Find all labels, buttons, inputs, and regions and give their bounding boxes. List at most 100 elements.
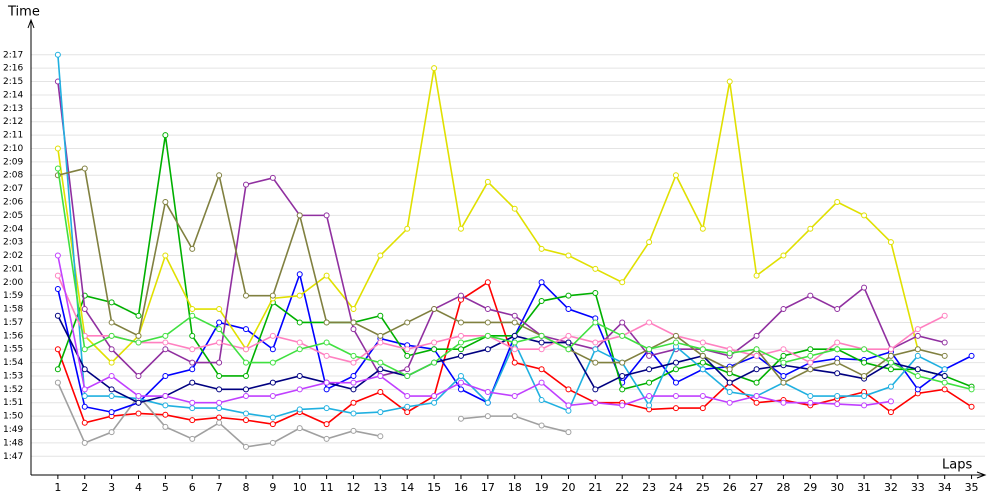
- point: [242, 372, 249, 379]
- point: [753, 399, 760, 406]
- point: [296, 372, 303, 379]
- point: [538, 298, 545, 305]
- x-tick-label: 30: [830, 481, 844, 494]
- y-tick-label: 1:51: [3, 398, 23, 408]
- point: [538, 397, 545, 404]
- point: [269, 421, 276, 428]
- x-tick-label: 18: [508, 481, 522, 494]
- point: [619, 279, 626, 286]
- x-tick-label: 31: [857, 481, 871, 494]
- point: [457, 332, 464, 339]
- point: [162, 339, 169, 346]
- point: [404, 352, 411, 359]
- point: [592, 265, 599, 272]
- x-tick-label: 12: [346, 481, 360, 494]
- point: [968, 386, 975, 393]
- point: [377, 433, 384, 440]
- point: [457, 319, 464, 326]
- point: [269, 346, 276, 353]
- point: [431, 339, 438, 346]
- point: [296, 319, 303, 326]
- point: [753, 346, 760, 353]
- point: [699, 405, 706, 412]
- point: [592, 346, 599, 353]
- point: [189, 312, 196, 319]
- point: [162, 372, 169, 379]
- point: [189, 399, 196, 406]
- point: [484, 319, 491, 326]
- y-axis-arrow: [27, 18, 35, 29]
- point: [861, 393, 868, 400]
- point: [887, 352, 894, 359]
- y-tick-label: 2:02: [3, 251, 23, 261]
- x-tick-label: 26: [723, 481, 737, 494]
- x-tick-label: 27: [750, 481, 764, 494]
- point: [753, 272, 760, 279]
- point: [887, 239, 894, 246]
- point: [807, 292, 814, 299]
- point: [887, 366, 894, 373]
- point: [807, 359, 814, 366]
- point: [350, 352, 357, 359]
- point: [189, 332, 196, 339]
- point: [807, 352, 814, 359]
- point: [565, 346, 572, 353]
- point: [242, 386, 249, 393]
- x-tick-label: 19: [535, 481, 549, 494]
- point: [538, 339, 545, 346]
- point: [511, 413, 518, 420]
- point: [162, 393, 169, 400]
- point: [377, 339, 384, 346]
- point: [323, 339, 330, 346]
- series-line: [57, 167, 945, 384]
- point: [404, 409, 411, 416]
- point: [565, 339, 572, 346]
- point: [54, 51, 61, 58]
- point: [941, 352, 948, 359]
- x-tick-label: 17: [481, 481, 495, 494]
- point: [565, 402, 572, 409]
- point: [323, 272, 330, 279]
- point: [350, 399, 357, 406]
- y-tick-label: 1:52: [3, 385, 23, 395]
- point: [216, 339, 223, 346]
- point: [753, 366, 760, 373]
- series-line: [57, 54, 946, 419]
- point: [565, 386, 572, 393]
- point: [269, 393, 276, 400]
- point: [431, 393, 438, 400]
- point: [350, 427, 357, 434]
- y-tick-label: 2:14: [3, 90, 23, 100]
- y-tick-label: 2:17: [3, 50, 23, 60]
- x-axis-arrow: [976, 471, 987, 479]
- point: [54, 312, 61, 319]
- point: [189, 359, 196, 366]
- point: [323, 379, 330, 386]
- point: [135, 393, 142, 400]
- point: [81, 165, 88, 172]
- x-tick-label: 6: [189, 481, 196, 494]
- x-tick-label: 11: [320, 481, 334, 494]
- y-tick-label: 2:06: [3, 198, 23, 208]
- point: [834, 359, 841, 366]
- point: [565, 306, 572, 313]
- point: [162, 332, 169, 339]
- point: [914, 326, 921, 333]
- point: [941, 386, 948, 393]
- point: [350, 306, 357, 313]
- point: [592, 386, 599, 393]
- point: [887, 398, 894, 405]
- point: [242, 326, 249, 333]
- point: [296, 271, 303, 278]
- point: [807, 366, 814, 373]
- point: [296, 339, 303, 346]
- point: [108, 332, 115, 339]
- point: [941, 379, 948, 386]
- point: [377, 409, 384, 416]
- point: [108, 359, 115, 366]
- x-tick-label: 1: [54, 481, 61, 494]
- point: [242, 443, 249, 450]
- point: [162, 346, 169, 353]
- point: [887, 383, 894, 390]
- point: [431, 399, 438, 406]
